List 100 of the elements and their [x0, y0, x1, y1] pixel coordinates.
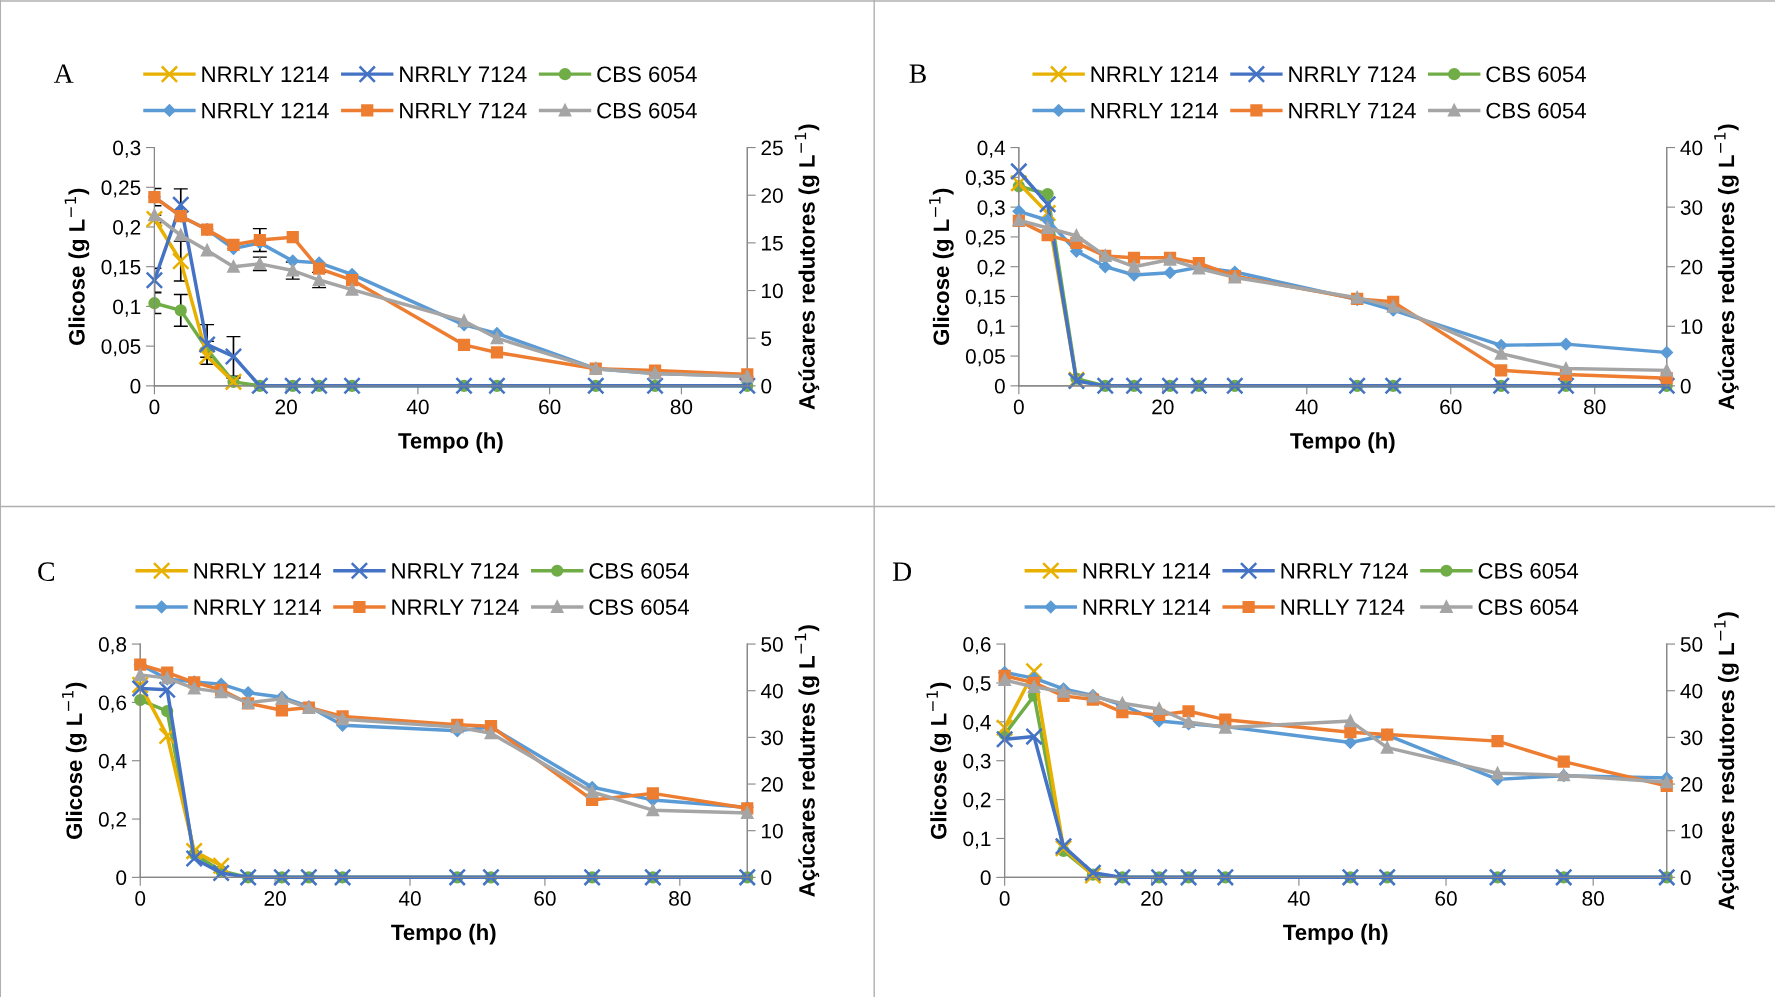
x-axis-title: Tempo (h): [398, 432, 503, 454]
y-axis-title: Glicose (g L$^{−1}$): [926, 682, 952, 840]
legend-label: NRRLY 7124: [1289, 66, 1416, 82]
legend-label: NRRLY 7124: [1289, 102, 1416, 119]
y-tick-label: 0: [994, 378, 1005, 394]
x-axis-title: Tempo (h): [1290, 432, 1395, 454]
legend-label: NRRLY 7124: [1281, 563, 1408, 579]
legend-label: CBS 6054: [1486, 102, 1586, 119]
y-tick-label: 0,6: [963, 637, 991, 655]
legend-label: NRRLY 1214: [1091, 66, 1218, 82]
y2-tick-label: 30: [1680, 730, 1703, 746]
x-tick-label: 80: [1584, 399, 1606, 415]
y2-tick-label: 10: [1681, 319, 1703, 335]
y2-tick-label: 20: [1680, 777, 1703, 792]
x-axis-title: Tempo (h): [1283, 923, 1388, 945]
legend-label: NRRLY 1214: [1083, 599, 1211, 615]
y2-tick-label: 50: [761, 637, 783, 652]
y2-tick-label: 15: [762, 236, 783, 251]
y2-tick-label: 20: [761, 188, 783, 203]
legend-label: CBS 6054: [597, 66, 697, 83]
legend-label: NRRLY 1214: [194, 563, 321, 579]
chart-title: A: [53, 64, 74, 83]
x-tick-label: 40: [406, 399, 429, 415]
y-tick-label: 0,5: [963, 675, 991, 694]
x-tick-label: 20: [275, 399, 297, 415]
x-tick-label: 40: [1287, 891, 1310, 906]
y2-axis-title: Açúcares redutres (g L$^{−1}$): [794, 625, 820, 897]
y2-axis-title: Açúcares resdutores (g L$^{−1}$): [1714, 612, 1739, 910]
x-tick-label: 60: [1440, 399, 1462, 415]
legend-label: NRRLY 1214: [1083, 563, 1211, 579]
legend-label: NRRLY 1214: [1091, 102, 1218, 119]
y-tick-label: 0,3: [977, 200, 1005, 218]
y-tick-label: 0,8: [98, 637, 127, 655]
legend-label: NRLLY 7124: [1281, 599, 1405, 615]
x-tick-label: 20: [1141, 891, 1163, 906]
legend-label: NRRLY 7124: [392, 563, 519, 579]
y-tick-label: 0,25: [965, 229, 1005, 248]
legend-label: CBS 6054: [597, 102, 697, 119]
y2-axis-title: Açúcares redutores (g L$^{−1}$): [794, 124, 820, 410]
legend-label: NRRLY 7124: [392, 599, 519, 615]
x-tick-label: 0: [1013, 399, 1024, 415]
chart-title: D: [892, 562, 912, 581]
y-tick-label: 0: [116, 870, 127, 886]
y2-tick-label: 0: [1680, 378, 1691, 394]
x-tick-label: 40: [398, 891, 421, 906]
y-tick-label: 0,05: [101, 339, 141, 357]
y-tick-label: 0,15: [965, 289, 1005, 307]
x-tick-label: 80: [670, 399, 693, 415]
y-tick-label: 0: [130, 378, 141, 394]
y-axis-title: Glicose (g L$^{−1}$): [64, 188, 90, 346]
x-tick-label: 20: [1152, 399, 1174, 415]
y2-axis-title: Açúcares redutores (g L$^{−1}$): [1714, 124, 1739, 410]
y-tick-label: 0,35: [965, 170, 1005, 188]
x-tick-label: 60: [1435, 891, 1457, 906]
y-axis-title: Glicose (g L$^{−1}$): [929, 188, 954, 346]
y-tick-label: 0,4: [963, 714, 991, 733]
legend-label: NRRLY 1214: [194, 599, 321, 615]
y2-tick-label: 30: [1680, 200, 1703, 215]
legend-label: CBS 6054: [1486, 66, 1586, 83]
y-tick-label: 0,05: [965, 349, 1005, 367]
legend-label: NRRLY 1214: [202, 102, 329, 119]
y-tick-label: 0: [980, 870, 991, 886]
y-tick-label: 0,2: [113, 219, 141, 238]
y-tick-label: 0,3: [963, 753, 991, 771]
y-tick-label: 0,3: [113, 140, 141, 158]
y-tick-label: 0,1: [963, 831, 991, 849]
y2-tick-label: 30: [761, 730, 783, 746]
y-tick-label: 0,1: [113, 299, 141, 317]
chart-title: C: [38, 562, 55, 582]
x-tick-label: 80: [669, 891, 691, 906]
y-tick-label: 0,4: [98, 753, 127, 771]
y-tick-label: 0,1: [977, 319, 1005, 337]
legend-label: NRRLY 7124: [400, 102, 527, 119]
y-tick-label: 0,4: [977, 140, 1006, 158]
legend-label: NRRLY 1214: [202, 66, 329, 82]
y2-tick-label: 40: [1680, 140, 1703, 156]
y-tick-label: 0,25: [101, 180, 141, 198]
y-tick-label: 0,2: [977, 259, 1005, 277]
x-tick-label: 40: [1295, 399, 1318, 415]
y-tick-label: 0,2: [963, 792, 991, 810]
x-tick-label: 60: [534, 891, 556, 906]
y2-tick-label: 5: [761, 331, 772, 346]
y2-tick-label: 40: [1680, 683, 1703, 699]
y-axis-title: Glicose (g L$^{−1}$): [62, 682, 87, 840]
y2-tick-label: 10: [762, 283, 783, 299]
x-tick-label: 60: [539, 399, 561, 415]
y2-tick-label: 20: [761, 777, 783, 792]
y-tick-label: 0,15: [101, 259, 141, 277]
legend-label: CBS 6054: [589, 599, 689, 615]
y2-tick-label: 0: [1680, 870, 1691, 886]
y-tick-label: 0,2: [98, 812, 126, 830]
legend-label: CBS 6054: [1478, 563, 1579, 579]
y2-tick-label: 50: [1680, 637, 1703, 652]
x-axis-title: Tempo (h): [391, 923, 496, 945]
y2-tick-label: 0: [761, 378, 772, 394]
legend-label: NRRLY 7124: [400, 66, 527, 82]
x-tick-label: 20: [264, 891, 286, 906]
x-tick-label: 80: [1582, 891, 1604, 906]
y-tick-label: 0,6: [98, 695, 127, 713]
x-tick-label: 0: [149, 399, 160, 415]
